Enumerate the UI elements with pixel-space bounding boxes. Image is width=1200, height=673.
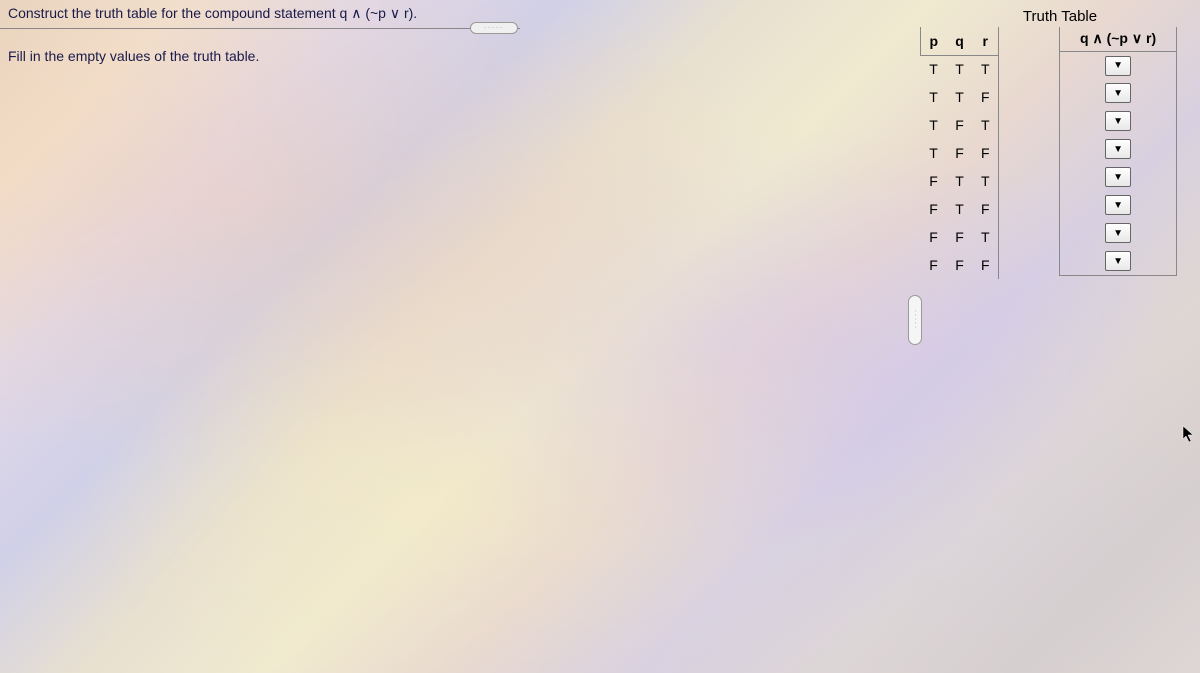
cell-q: T (947, 167, 973, 195)
cell-q: F (947, 111, 973, 139)
table-row: T T T (921, 55, 999, 83)
result-row: ▼ (1060, 79, 1177, 107)
cell-q: T (947, 55, 973, 83)
result-row: ▼ (1060, 51, 1177, 79)
cell-r: T (973, 55, 999, 83)
cell-p: F (921, 167, 947, 195)
result-dropdown[interactable]: ▼ (1105, 223, 1131, 243)
cell-r: F (973, 251, 999, 279)
table-row: T F F (921, 139, 999, 167)
cell-q: T (947, 83, 973, 111)
chevron-down-icon: ▼ (1113, 200, 1123, 211)
header-result: q ∧ (~p ∨ r) (1060, 27, 1177, 51)
result-row: ▼ (1060, 191, 1177, 219)
cell-q: F (947, 139, 973, 167)
header-p: p (921, 27, 947, 55)
result-dropdown[interactable]: ▼ (1105, 83, 1131, 103)
result-dropdown[interactable]: ▼ (1105, 167, 1131, 187)
cell-r: T (973, 223, 999, 251)
cell-p: T (921, 139, 947, 167)
result-row: ▼ (1060, 247, 1177, 275)
cell-p: T (921, 55, 947, 83)
result-row: ▼ (1060, 135, 1177, 163)
cell-r: T (973, 167, 999, 195)
result-dropdown[interactable]: ▼ (1105, 111, 1131, 131)
result-dropdown[interactable]: ▼ (1105, 139, 1131, 159)
instruction-text: Fill in the empty values of the truth ta… (8, 48, 259, 64)
result-row: ▼ (1060, 163, 1177, 191)
question-text: Construct the truth table for the compou… (8, 5, 417, 22)
cell-p: F (921, 223, 947, 251)
table-row: F F T (921, 223, 999, 251)
divider-line (0, 28, 520, 29)
result-dropdown[interactable]: ▼ (1105, 251, 1131, 271)
chevron-down-icon: ▼ (1113, 144, 1123, 155)
chevron-down-icon: ▼ (1113, 116, 1123, 127)
chevron-down-icon: ▼ (1113, 88, 1123, 99)
cell-q: F (947, 251, 973, 279)
chevron-down-icon: ▼ (1113, 60, 1123, 71)
cell-r: F (973, 83, 999, 111)
table-row: F T T (921, 167, 999, 195)
result-row: ▼ (1060, 107, 1177, 135)
cursor-icon (1182, 425, 1196, 448)
cell-q: F (947, 223, 973, 251)
result-row: ▼ (1060, 219, 1177, 247)
table-row: F F F (921, 251, 999, 279)
cell-p: F (921, 251, 947, 279)
splitter-handle[interactable]: ····· (908, 295, 922, 345)
truth-table-title: Truth Table (920, 8, 1200, 25)
cell-p: T (921, 111, 947, 139)
table-row: T T F (921, 83, 999, 111)
input-table: p q r T T T T T F (920, 27, 999, 279)
cell-p: T (921, 83, 947, 111)
table-row: T F T (921, 111, 999, 139)
cell-p: F (921, 195, 947, 223)
result-dropdown[interactable]: ▼ (1105, 56, 1131, 76)
header-r: r (973, 27, 999, 55)
chevron-down-icon: ▼ (1113, 228, 1123, 239)
cell-r: T (973, 111, 999, 139)
cell-r: F (973, 139, 999, 167)
truth-table-container: Truth Table p q r T T T (920, 8, 1200, 279)
result-table: q ∧ (~p ∨ r) ▼ ▼ ▼ ▼ (1059, 27, 1177, 276)
result-dropdown[interactable]: ▼ (1105, 195, 1131, 215)
header-q: q (947, 27, 973, 55)
divider-handle[interactable]: ····· (470, 22, 518, 34)
chevron-down-icon: ▼ (1113, 172, 1123, 183)
cell-q: T (947, 195, 973, 223)
chevron-down-icon: ▼ (1113, 256, 1123, 267)
cell-r: F (973, 195, 999, 223)
table-row: F T F (921, 195, 999, 223)
